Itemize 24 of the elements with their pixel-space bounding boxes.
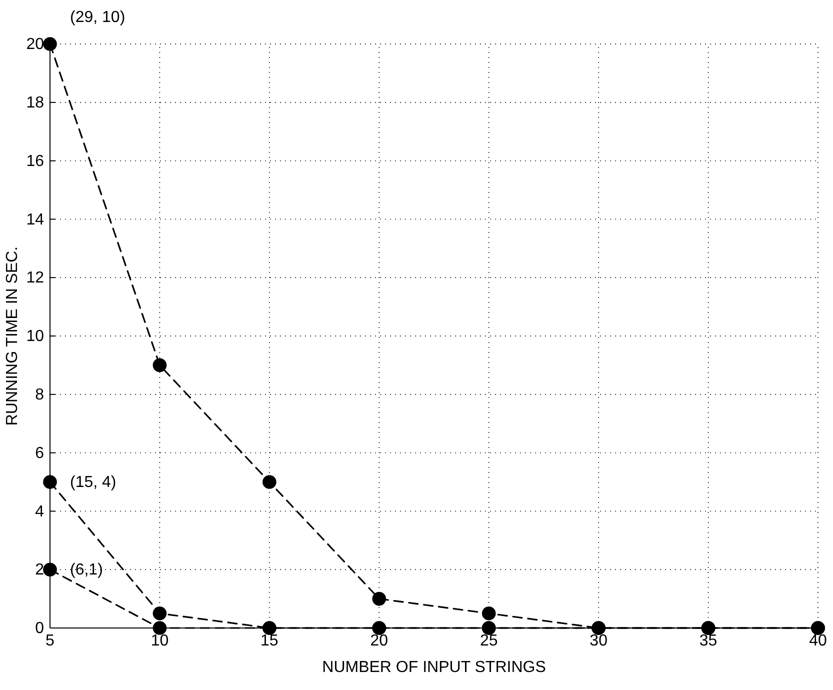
y-tick-label: 2 xyxy=(35,562,44,579)
x-tick-label: 35 xyxy=(699,632,718,650)
y-tick-label: 0 xyxy=(35,620,44,638)
x-axis-title: NUMBER OF INPUT STRINGS xyxy=(322,659,546,676)
y-tick-label: 10 xyxy=(26,328,44,346)
x-tick-label: 30 xyxy=(590,632,608,650)
y-tick-label: 4 xyxy=(35,503,44,520)
x-tick-label: 15 xyxy=(260,632,278,650)
y-tick-label: 6 xyxy=(35,444,44,462)
x-tick-label: 5 xyxy=(46,632,55,650)
y-tick-label: 20 xyxy=(26,36,44,54)
y-tick-label: 12 xyxy=(26,270,44,287)
y-axis-title: RUNNING TIME IN SEC. xyxy=(4,246,21,426)
series-label: (29, 10) xyxy=(70,9,126,26)
y-tick-label: 8 xyxy=(35,386,44,404)
series-label: (15, 4) xyxy=(70,474,116,491)
y-tick-label: 18 xyxy=(26,94,44,112)
x-tick-label: 40 xyxy=(809,632,827,650)
y-tick-label: 14 xyxy=(26,211,44,228)
x-tick-label: 20 xyxy=(370,632,388,650)
y-tick-label: 16 xyxy=(26,152,44,170)
series-label: (6,1) xyxy=(70,562,103,579)
x-tick-label: 25 xyxy=(480,632,498,650)
x-tick-label: 10 xyxy=(150,632,169,650)
